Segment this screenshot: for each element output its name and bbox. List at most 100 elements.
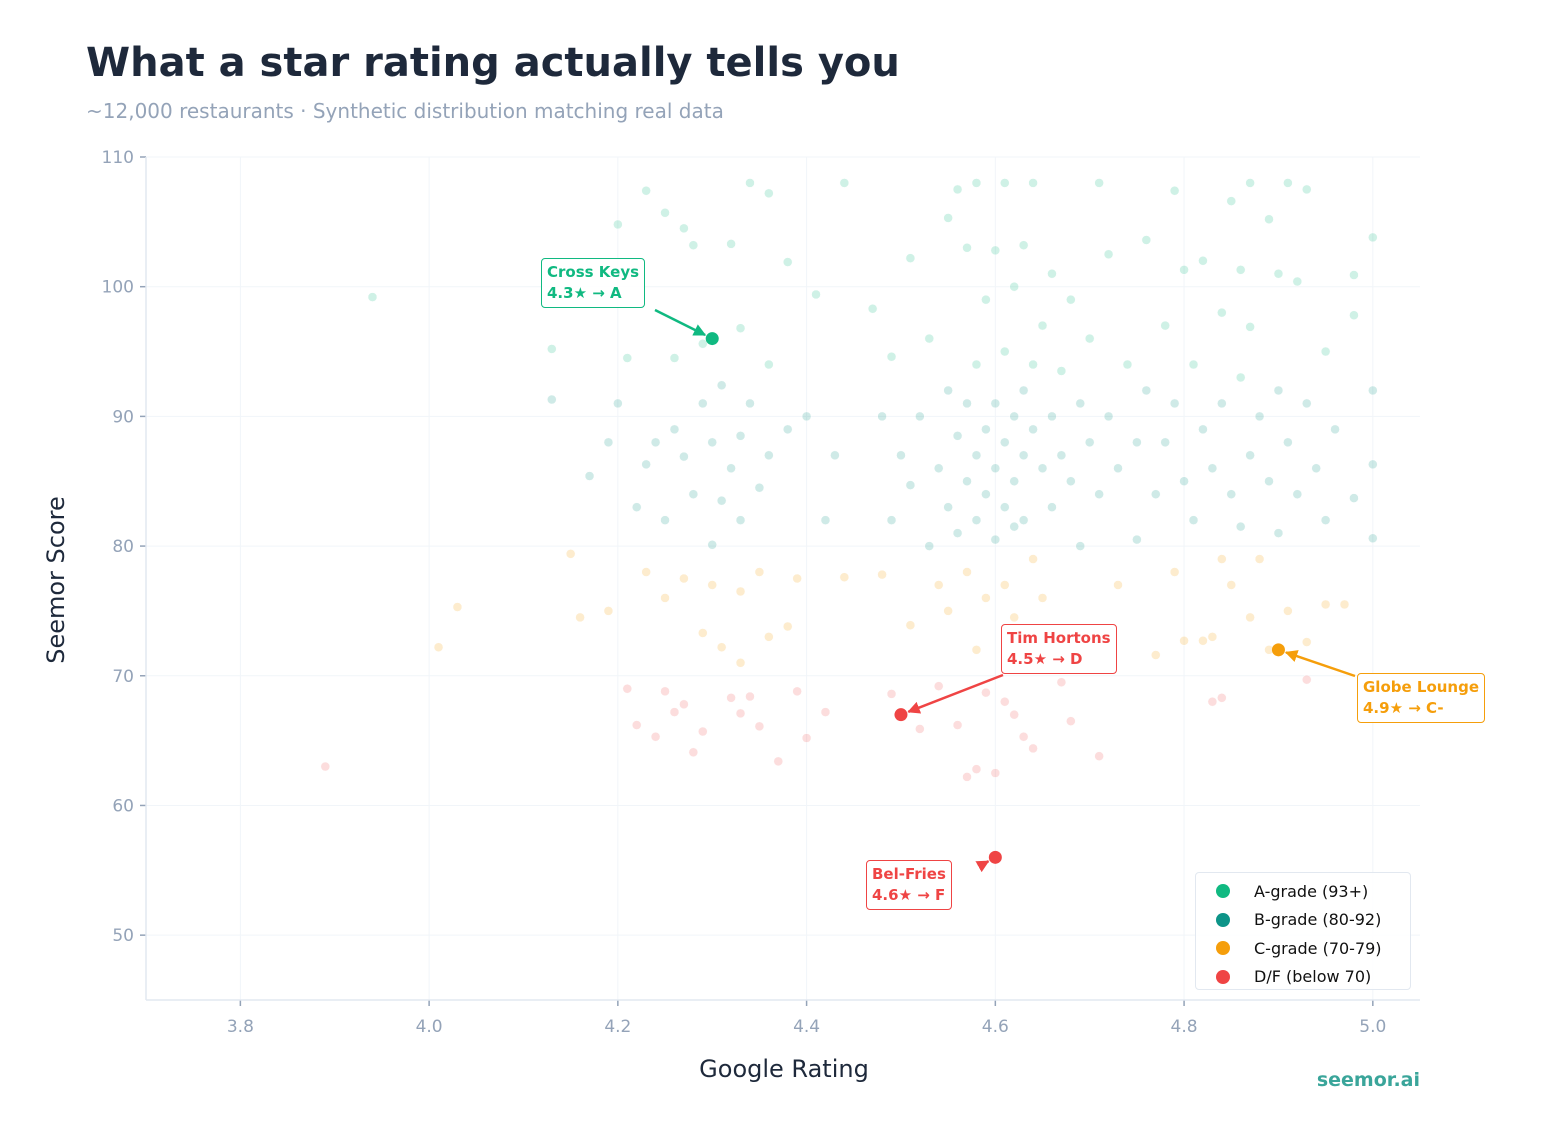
legend-marker — [1216, 941, 1230, 956]
data-point — [367, 292, 378, 302]
annotation-name: Globe Lounge — [1363, 678, 1480, 696]
data-point — [660, 515, 670, 525]
data-point — [1066, 476, 1076, 486]
data-point — [1207, 463, 1218, 474]
data-point — [933, 681, 944, 691]
data-point — [830, 450, 840, 461]
data-point — [1273, 268, 1284, 279]
data-point — [915, 411, 925, 422]
data-point — [1292, 489, 1303, 499]
data-point — [1207, 696, 1218, 707]
data-point — [1141, 385, 1152, 396]
data-point — [1217, 693, 1227, 703]
annotation-arrow — [975, 860, 990, 873]
data-point — [641, 185, 651, 196]
data-point — [1132, 534, 1142, 545]
highlight-point — [705, 332, 719, 346]
data-point — [631, 720, 642, 730]
x-tick-label: 4.2 — [604, 1017, 631, 1037]
data-point — [631, 502, 642, 512]
data-point — [735, 431, 746, 441]
data-point — [1000, 437, 1010, 448]
data-point — [1056, 366, 1067, 376]
data-point — [782, 424, 793, 435]
data-point — [1037, 593, 1048, 603]
data-point — [1330, 424, 1340, 435]
data-point — [1009, 411, 1019, 422]
legend-label: D/F (below 70) — [1254, 967, 1372, 987]
data-point — [1000, 502, 1010, 512]
data-point — [1047, 411, 1057, 422]
data-point — [1368, 533, 1378, 544]
data-point — [1320, 599, 1331, 610]
data-point — [1226, 489, 1237, 499]
data-point — [1141, 235, 1152, 245]
data-point — [877, 569, 887, 580]
data-point — [1368, 232, 1378, 243]
data-point — [1198, 424, 1208, 435]
data-point — [971, 450, 982, 461]
data-point — [641, 567, 651, 577]
data-point — [1047, 502, 1057, 512]
data-point — [1207, 632, 1218, 642]
data-point — [1056, 450, 1067, 461]
data-point — [981, 593, 991, 603]
data-point — [1094, 178, 1104, 188]
data-point — [1188, 515, 1199, 525]
data-point — [1339, 599, 1350, 610]
data-point — [1235, 372, 1246, 383]
data-point — [1009, 281, 1019, 292]
data-point — [735, 586, 746, 597]
data-point — [886, 515, 897, 525]
data-point — [1302, 674, 1312, 685]
data-point — [792, 686, 802, 697]
data-point — [1179, 265, 1189, 275]
data-point — [1254, 411, 1265, 422]
data-point — [1245, 612, 1255, 623]
data-point — [707, 540, 717, 550]
legend-marker — [1216, 969, 1230, 984]
data-point — [1094, 751, 1104, 761]
data-point — [1292, 276, 1303, 287]
data-point — [622, 683, 633, 694]
annotation-detail: 4.9★ → C- — [1363, 699, 1444, 717]
data-point — [1245, 178, 1255, 188]
data-point — [1169, 398, 1180, 409]
x-tick-label: 4.4 — [793, 1017, 820, 1037]
data-point — [1066, 294, 1076, 305]
legend-label: C-grade (70-79) — [1254, 938, 1382, 958]
data-point — [971, 645, 982, 655]
data-point — [1000, 178, 1010, 188]
data-point — [1018, 450, 1029, 461]
data-point — [1028, 424, 1038, 435]
data-point — [1151, 650, 1161, 660]
data-point — [641, 459, 651, 470]
data-point — [1000, 346, 1010, 357]
data-point — [707, 580, 717, 590]
data-point — [1018, 515, 1029, 525]
data-point — [1028, 743, 1038, 754]
data-point — [952, 431, 963, 441]
data-point — [1103, 411, 1114, 422]
annotation-name: Cross Keys — [547, 263, 640, 281]
data-point — [669, 424, 680, 435]
data-point — [565, 549, 576, 559]
data-point — [1188, 359, 1199, 370]
data-point — [1037, 463, 1048, 474]
data-point — [952, 184, 963, 195]
y-axis-label: Seemor Score — [42, 496, 70, 664]
data-point — [452, 602, 463, 612]
data-point — [801, 733, 812, 743]
data-point — [924, 333, 935, 344]
data-point — [943, 606, 953, 616]
highlight-point — [988, 850, 1002, 864]
data-point — [1084, 437, 1095, 448]
data-point — [773, 756, 784, 767]
data-point — [735, 515, 746, 525]
data-point — [1160, 320, 1170, 331]
data-point — [433, 642, 444, 652]
data-point — [660, 208, 670, 218]
data-point — [1235, 521, 1246, 532]
data-point — [943, 385, 953, 396]
data-point — [1198, 636, 1208, 646]
